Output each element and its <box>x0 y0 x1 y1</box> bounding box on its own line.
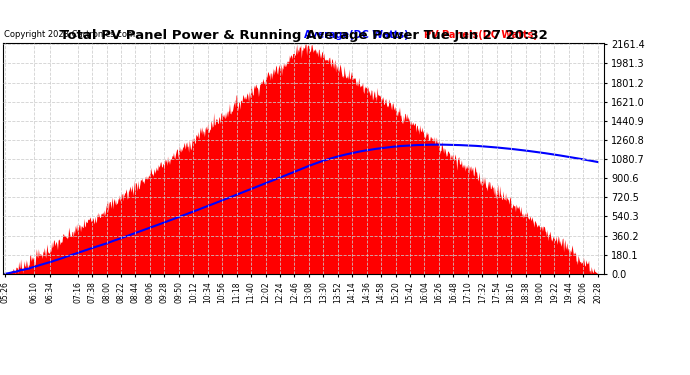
Text: PV Panels(DC Watts): PV Panels(DC Watts) <box>424 30 538 40</box>
Title: Total PV Panel Power & Running Average Power Tue Jun 27 20:32: Total PV Panel Power & Running Average P… <box>60 29 547 42</box>
Text: Copyright 2023 Cartronics.com: Copyright 2023 Cartronics.com <box>4 30 135 39</box>
Text: Average(DC Watts): Average(DC Watts) <box>304 30 408 40</box>
